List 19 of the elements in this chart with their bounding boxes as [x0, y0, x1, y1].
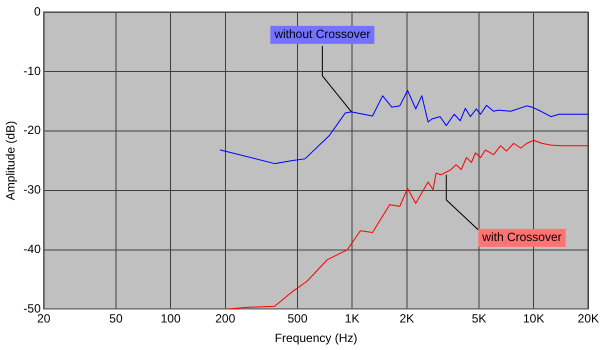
annotation: without Crossover	[273, 27, 370, 42]
y-axis-title: Amplitude (dB)	[4, 120, 18, 200]
x-tick-label: 200	[215, 312, 236, 326]
x-tick-label: 1K	[344, 312, 360, 326]
x-tick-label: 100	[160, 312, 181, 326]
x-tick-label: 20K	[578, 312, 600, 326]
y-tick-label: -20	[23, 123, 42, 138]
y-tick-label: -10	[23, 64, 42, 78]
x-tick-label: 20	[37, 312, 51, 326]
x-tick-label: 50	[109, 312, 123, 326]
x-tick-label: 10K	[523, 312, 544, 326]
x-tick-label: 2K	[399, 312, 414, 326]
x-tick-label: 5K	[472, 312, 486, 326]
annotation: with Crossover	[481, 230, 562, 244]
y-tick-label: 0	[34, 4, 42, 18]
x-axis-title: Frequency (Hz)	[274, 331, 358, 346]
x-tick-label: 500	[287, 312, 308, 326]
y-tick-label: -30	[23, 182, 42, 197]
y-tick-label: -40	[23, 242, 42, 256]
